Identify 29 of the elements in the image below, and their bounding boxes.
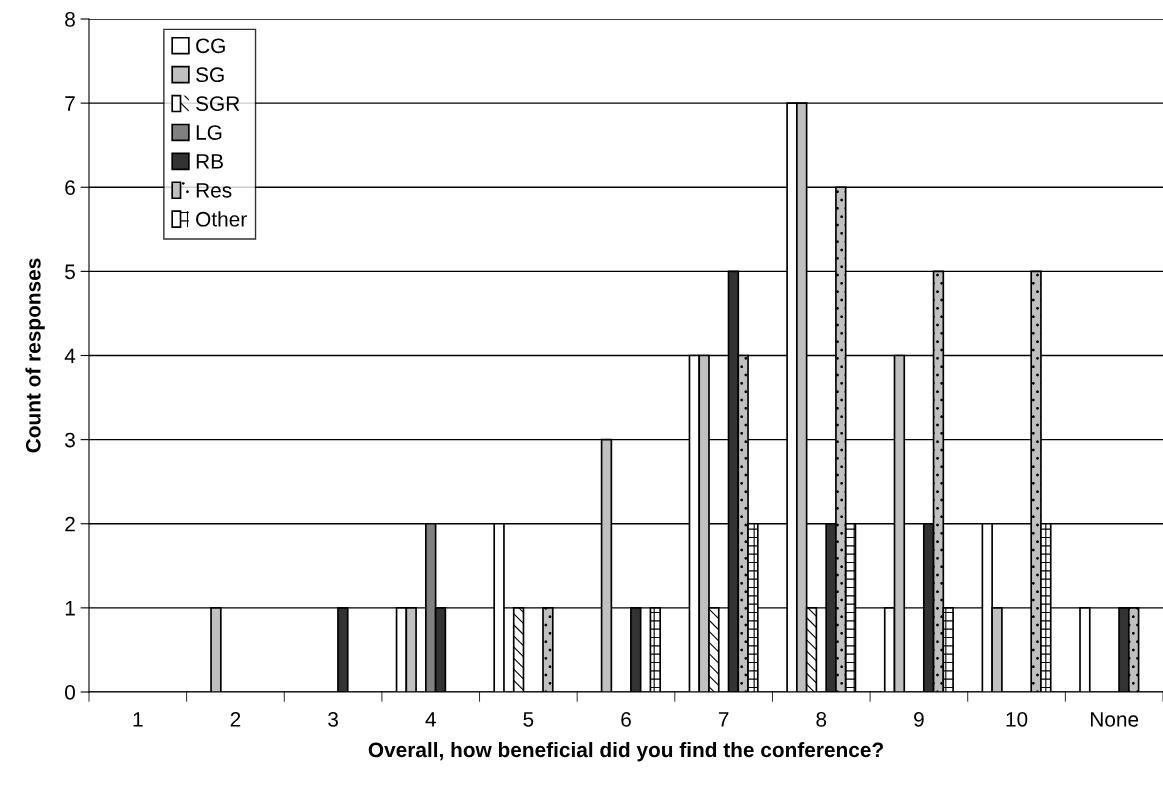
- y-tick-label: 0: [65, 685, 75, 700]
- x-tick-label: 2: [230, 711, 241, 727]
- x-tick-label: 9: [914, 711, 924, 727]
- legend-label: CG: [196, 38, 225, 54]
- legend-label: Res: [196, 183, 232, 198]
- y-tick-label: 2: [65, 516, 75, 532]
- y-axis-title: Count of responses: [25, 258, 45, 453]
- legend-label: LG: [196, 125, 222, 140]
- x-tick-label: 5: [523, 712, 534, 727]
- y-tick-label: 7: [65, 96, 75, 111]
- legend-label: SGR: [196, 96, 240, 111]
- x-tick-label: None: [1090, 712, 1139, 727]
- y-tick-label: 8: [65, 12, 75, 27]
- legend-label: Other: [196, 211, 247, 227]
- y-tick-label: 3: [65, 432, 75, 448]
- x-tick-label: 7: [718, 712, 729, 727]
- x-tick-label: 6: [621, 711, 631, 727]
- x-tick-label: 8: [816, 711, 827, 727]
- legend-label: RB: [196, 154, 223, 169]
- legend-label: SG: [196, 67, 224, 83]
- x-axis-title: Overall, how beneficial did you find the conference?: [368, 741, 883, 762]
- x-tick-label: 4: [425, 712, 436, 727]
- y-tick-label: 6: [65, 180, 75, 195]
- y-tick-label: 1: [65, 601, 75, 616]
- x-tick-label: 3: [328, 711, 338, 727]
- x-tick-label: 1: [133, 712, 143, 727]
- x-tick-label: 10: [1006, 711, 1028, 727]
- y-tick-label: 4: [64, 348, 76, 364]
- y-tick-label: 5: [65, 264, 75, 280]
